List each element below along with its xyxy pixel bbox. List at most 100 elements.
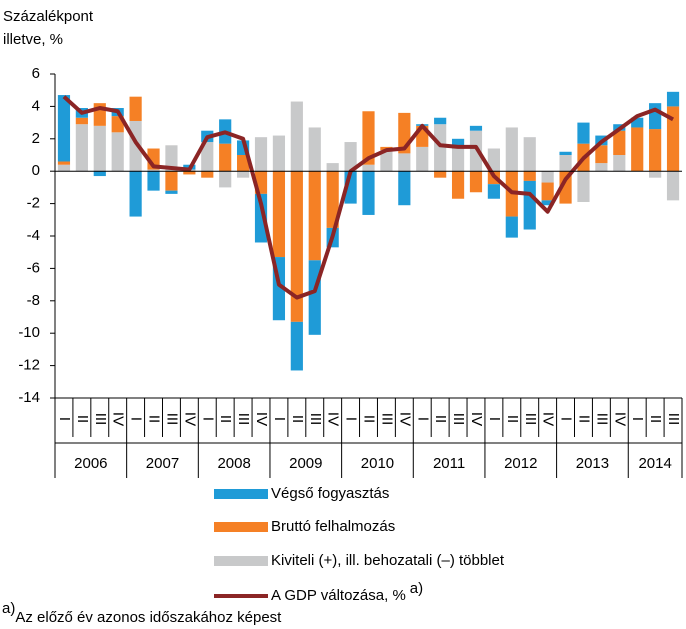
year-label: 2006	[74, 455, 107, 472]
bar	[613, 130, 626, 155]
bar	[434, 117, 447, 125]
x-tick-label: II	[74, 415, 91, 423]
legend-note: a)	[410, 580, 423, 597]
x-tick-label: IV	[611, 412, 628, 426]
x-tick-label: IV	[325, 412, 342, 426]
bar	[469, 125, 483, 131]
bar	[523, 180, 536, 230]
bar	[165, 145, 178, 172]
bar	[254, 193, 268, 243]
bar	[57, 95, 71, 162]
x-tick-label: I	[199, 417, 216, 421]
bar	[505, 216, 518, 238]
bar	[577, 122, 590, 144]
bar	[416, 146, 429, 172]
bar	[649, 129, 662, 172]
x-tick-label: II	[146, 415, 163, 423]
bar	[541, 182, 554, 201]
x-tick-label: III	[665, 413, 682, 426]
x-tick-label: IV	[253, 412, 270, 426]
bar	[308, 260, 321, 335]
y-tick-label: 6	[32, 65, 40, 82]
legend-swatch	[214, 556, 268, 566]
legend-label: Bruttó felhalmozás	[271, 518, 395, 535]
x-tick-label: III	[92, 413, 109, 426]
bar	[93, 171, 106, 177]
bar	[559, 155, 572, 172]
y-tick-label: -8	[27, 292, 40, 309]
x-tick-label: III	[163, 413, 180, 426]
bar	[649, 103, 662, 130]
bar	[505, 127, 518, 172]
bar	[57, 161, 71, 165]
year-label: 2011	[433, 455, 465, 472]
bar	[362, 111, 375, 165]
y-tick-label: -2	[27, 195, 40, 212]
x-tick-label: III	[307, 413, 324, 426]
x-tick-label: II	[432, 415, 449, 423]
bar	[631, 127, 644, 172]
year-label: 2009	[289, 455, 322, 472]
x-tick-label: II	[217, 415, 234, 423]
x-tick-label: III	[522, 413, 539, 426]
gdp-line	[62, 95, 674, 300]
bar	[559, 171, 572, 204]
x-tick-label: IV	[396, 412, 413, 426]
bar	[290, 321, 303, 371]
x-tick-label: IV	[468, 412, 485, 426]
bar	[631, 117, 644, 128]
bar	[201, 142, 214, 172]
y-axis-label: illetve, %	[3, 31, 63, 48]
bar	[326, 171, 339, 228]
bar	[451, 138, 465, 149]
bar	[147, 171, 160, 191]
x-tick-label: II	[576, 415, 593, 423]
bar	[666, 171, 680, 201]
x-tick-label: IV	[110, 412, 127, 426]
bar	[57, 164, 71, 172]
x-tick-label: III	[235, 413, 252, 426]
x-tick-label: I	[343, 417, 360, 421]
bar	[129, 96, 142, 121]
bar	[595, 163, 608, 172]
bar	[469, 171, 483, 193]
bar	[237, 171, 250, 178]
bar	[380, 150, 393, 172]
x-tick-label: II	[289, 415, 306, 423]
x-tick-label: II	[361, 415, 378, 423]
bar	[272, 135, 286, 172]
bar	[523, 171, 536, 181]
footnote-marker: a)	[2, 600, 15, 617]
bar	[147, 169, 160, 172]
bar	[111, 132, 124, 172]
bar	[165, 190, 178, 194]
x-tick-label: I	[558, 417, 575, 421]
x-tick-label: I	[486, 417, 503, 421]
bar	[290, 171, 303, 322]
bar	[93, 125, 106, 172]
x-tick-label: I	[56, 417, 73, 421]
bar	[362, 164, 375, 172]
bar	[487, 148, 500, 172]
y-tick-label: -10	[18, 324, 40, 341]
y-tick-label: 0	[32, 162, 40, 179]
legend-label: Kiviteli (+), ill. behozatali (–) többle…	[271, 552, 505, 569]
legend-swatch	[214, 489, 268, 499]
bar	[523, 137, 536, 172]
y-tick-label: -12	[18, 357, 40, 374]
bar	[541, 171, 554, 183]
x-tick-label: II	[504, 415, 521, 423]
bar	[434, 124, 447, 172]
bar	[183, 171, 196, 175]
x-tick-label: I	[629, 417, 646, 421]
bar	[666, 106, 680, 172]
bar	[398, 171, 411, 206]
x-tick-label: IV	[540, 412, 557, 426]
year-label: 2014	[638, 455, 671, 472]
footnote: Az előző év azonos időszakához képest	[15, 609, 282, 626]
bar	[344, 142, 357, 172]
bar	[308, 171, 321, 261]
x-tick-label: III	[450, 413, 467, 426]
x-tick-label: III	[593, 413, 610, 426]
